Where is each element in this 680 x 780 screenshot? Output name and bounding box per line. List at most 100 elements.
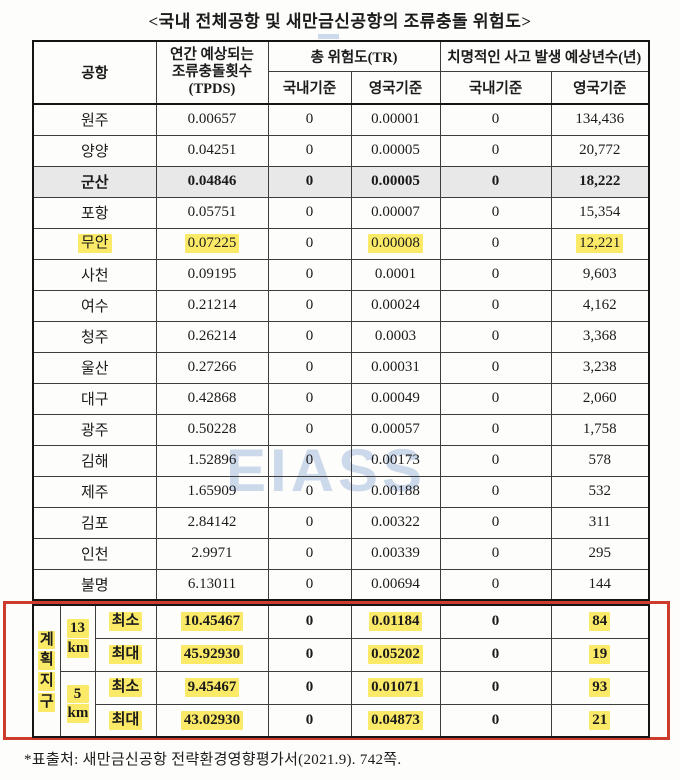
cell-tpds: 6.13011 <box>155 568 269 601</box>
cell-tr-uk: 0.00024 <box>350 289 441 322</box>
cell-tr-domestic: 0 <box>267 413 352 446</box>
zone-char: 계 <box>38 630 56 650</box>
highlighted-value: 0.05202 <box>368 645 423 664</box>
cell-tr-uk: 0.0001 <box>350 258 441 291</box>
cell-years-domestic: 0 <box>439 227 552 260</box>
cell-airport: 포항 <box>32 196 157 229</box>
cell-years-uk: 3,238 <box>550 351 650 384</box>
cell-tr-domestic: 0 <box>267 103 352 136</box>
plan-row: 최대 43.02930 0 0.04873 0 21 <box>33 703 650 738</box>
cell-tr-domestic: 0 <box>267 475 352 508</box>
table-row: 군산 0.04846 0 0.00005 0 18,222 <box>32 165 650 198</box>
cell-years-uk: 3,368 <box>550 320 650 353</box>
highlighted-value: 최대 <box>108 645 143 664</box>
cell-years-domestic: 0 <box>439 568 552 601</box>
cell-tpds: 0.07225 <box>155 227 269 260</box>
cell-years-domestic: 0 <box>439 703 552 738</box>
cell-tr-domestic: 0 <box>267 568 352 601</box>
cell-minmax: 최대 <box>94 703 157 738</box>
cell-tpds: 9.45467 <box>155 670 269 705</box>
source-note: *표출처: 새만금신공항 전략환경영향평가서(2021.9). 742쪽. <box>24 752 402 768</box>
cell-airport: 광주 <box>32 413 157 446</box>
header-tr-uk: 영국기준 <box>350 70 441 105</box>
cell-years-domestic: 0 <box>439 103 552 136</box>
cell-years-uk: 84 <box>550 604 650 639</box>
cell-years-uk: 18,222 <box>550 165 650 198</box>
cell-tpds: 0.50228 <box>155 413 269 446</box>
cell-tr-domestic: 0 <box>267 258 352 291</box>
cell-tr-uk: 0.00188 <box>350 475 441 508</box>
cell-airport: 제주 <box>32 475 157 508</box>
cell-tpds: 10.45467 <box>155 604 269 639</box>
highlighted-value: 최대 <box>108 710 143 730</box>
plan-row: 5 km 최소 9.45467 0 0.01071 0 93 <box>33 670 650 738</box>
cell-tpds: 0.21214 <box>155 289 269 322</box>
table-row: 청주 0.26214 0 0.0003 0 3,368 <box>32 320 650 353</box>
cell-years-uk: 9,603 <box>550 258 650 291</box>
highlighted-value: 0.07225 <box>184 234 240 253</box>
cell-years-domestic: 0 <box>439 604 552 639</box>
highlighted-value: 19 <box>589 645 611 664</box>
plan-row: 최대 45.92930 0 0.05202 0 19 <box>33 637 650 672</box>
cell-years-domestic: 0 <box>439 475 552 508</box>
cell-tr-uk: 0.00007 <box>350 196 441 229</box>
table-row: 포항 0.05751 0 0.00007 0 15,354 <box>32 196 650 229</box>
cell-tpds: 1.52896 <box>155 444 269 477</box>
cell-years-uk: 578 <box>550 444 650 477</box>
cell-airport: 김포 <box>32 506 157 539</box>
table-row: 광주 0.50228 0 0.00057 0 1,758 <box>32 413 650 446</box>
header-years-domestic: 국내기준 <box>439 70 552 105</box>
page-title: <국내 전체공항 및 새만금신공항의 조류충돌 위험도> <box>148 12 532 31</box>
cell-tr-uk: 0.00005 <box>350 134 441 167</box>
cell-years-domestic: 0 <box>439 444 552 477</box>
cell-years-domestic: 0 <box>439 637 552 672</box>
cell-tpds: 0.09195 <box>155 258 269 291</box>
cell-tr-uk: 0.00057 <box>350 413 441 446</box>
header-total-risk-group: 총 위험도(TR) <box>267 40 441 72</box>
cell-tpds: 0.05751 <box>155 196 269 229</box>
cell-years-uk: 15,354 <box>550 196 650 229</box>
cell-tr-domestic: 0 <box>267 320 352 353</box>
cell-tpds: 0.42868 <box>155 382 269 415</box>
cell-tpds: 0.00657 <box>155 103 269 136</box>
cell-tpds: 43.02930 <box>155 703 269 738</box>
airport-rows: 원주 0.00657 0 0.00001 0 134,436 양양 0.04251 0 0.000… <box>32 103 650 601</box>
cell-years-domestic: 0 <box>439 165 552 198</box>
cell-minmax: 최소 <box>94 604 157 639</box>
radius-part: 13 <box>66 619 89 638</box>
cell-tr-uk: 0.00001 <box>350 103 441 136</box>
cell-years-domestic: 0 <box>439 258 552 291</box>
cell-years-uk: 2,060 <box>550 382 650 415</box>
highlighted-value: 45.92930 <box>180 645 244 664</box>
cell-tr-uk: 0.00005 <box>350 165 441 198</box>
cell-years-domestic: 0 <box>439 196 552 229</box>
cell-years-uk: 12,221 <box>550 227 650 260</box>
highlighted-value: 무안 <box>77 234 112 253</box>
cell-airport: 양양 <box>32 134 157 167</box>
header-tpds: 연간 예상되는 조류충돌횟수 (TPDS) <box>155 40 269 105</box>
cell-years-domestic: 0 <box>439 134 552 167</box>
cell-tpds: 1.65909 <box>155 475 269 508</box>
cell-minmax: 최대 <box>94 637 157 672</box>
cell-tpds: 2.9971 <box>155 537 269 570</box>
cell-tpds: 0.27266 <box>155 351 269 384</box>
plan-radius-label: 13 km <box>59 604 96 672</box>
cell-airport: 무안 <box>32 227 157 260</box>
radius-part: 5 <box>66 684 89 704</box>
cell-airport: 김해 <box>32 444 157 477</box>
cell-years-uk: 93 <box>550 670 650 705</box>
cell-tr-uk: 0.00339 <box>350 537 441 570</box>
cell-airport: 여수 <box>32 289 157 322</box>
radius-part: km <box>66 638 89 658</box>
cell-tr-domestic: 0 <box>267 289 352 322</box>
cell-years-domestic: 0 <box>439 537 552 570</box>
table-row: 무안 0.07225 0 0.00008 0 12,221 <box>32 227 650 260</box>
table-row: 양양 0.04251 0 0.00005 0 20,772 <box>32 134 650 167</box>
cell-tr-domestic: 0 <box>267 134 352 167</box>
cell-tr-domestic: 0 <box>267 165 352 198</box>
plan-radius-label: 5 km <box>59 670 96 738</box>
cell-airport: 사천 <box>32 258 157 291</box>
highlighted-value: 10.45467 <box>180 612 244 632</box>
zone-char: 지 <box>38 672 56 691</box>
